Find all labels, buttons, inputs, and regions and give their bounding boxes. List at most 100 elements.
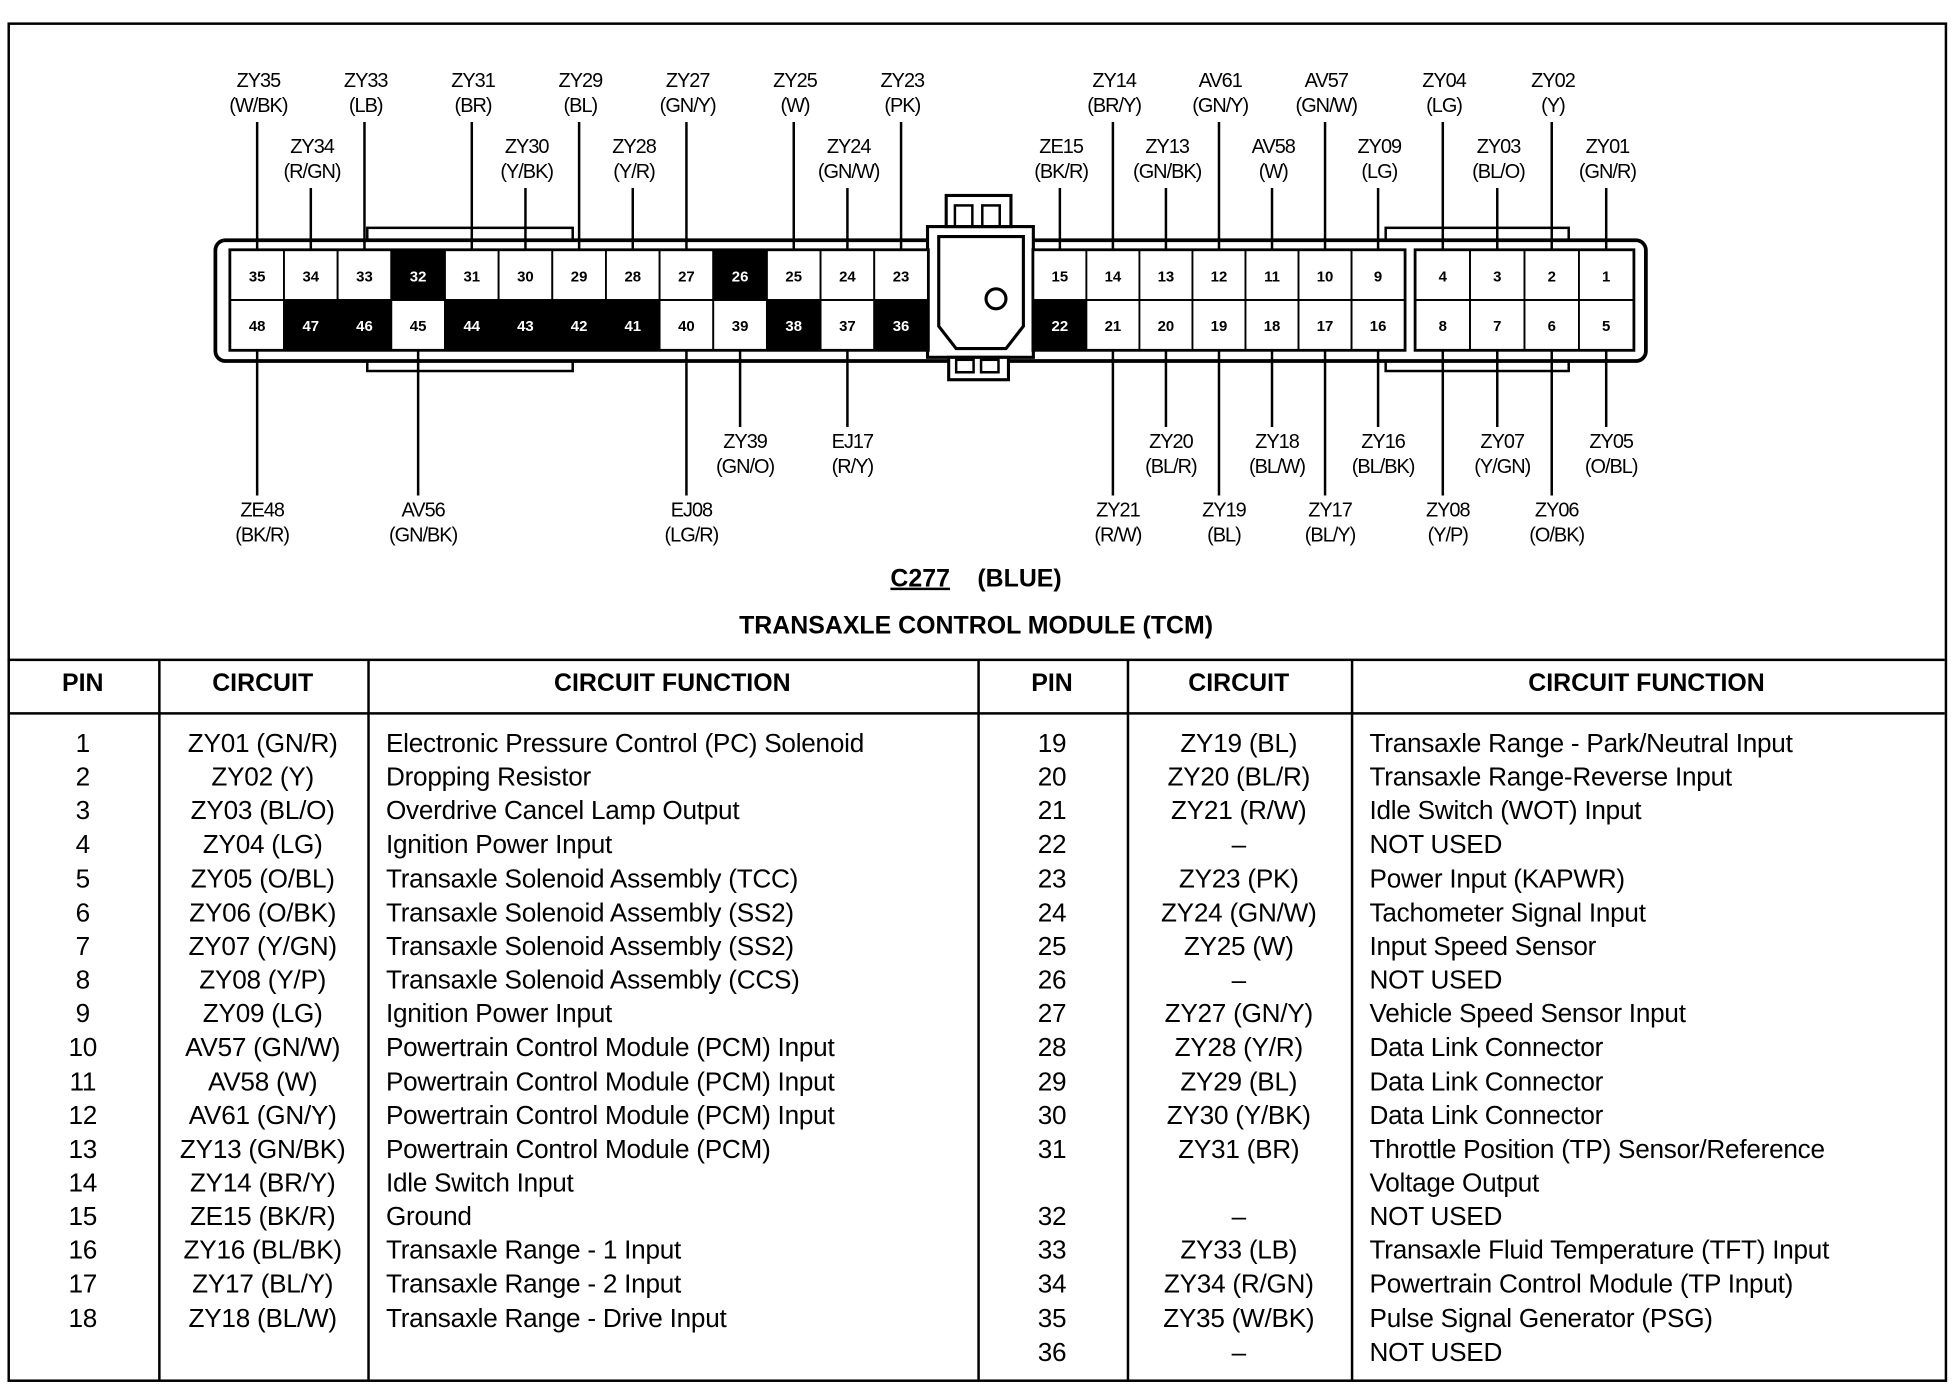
wire-color-label: (R/Y)	[832, 456, 874, 478]
table-cell-function: Transaxle Range-Reverse Input	[1369, 763, 1733, 792]
pin-number: 43	[517, 318, 534, 335]
pin-number: 2	[1548, 268, 1556, 285]
table-cell-pin: 6	[75, 898, 91, 928]
pin-cavity-47	[283, 299, 339, 351]
circuit-label: ZY07	[1480, 431, 1525, 453]
table-cell-pin: 27	[1037, 999, 1067, 1029]
table-cell-pin: 17	[68, 1270, 98, 1300]
table-cell-circuit: AV61 (GN/Y)	[188, 1101, 337, 1131]
table-cell-function: Pulse Signal Generator (PSG)	[1369, 1304, 1713, 1333]
column-divider	[977, 659, 980, 1380]
table-cell-pin: 15	[68, 1202, 98, 1232]
table-cell-pin: 29	[1037, 1067, 1067, 1097]
wire-color-label: (BL/R)	[1145, 456, 1197, 478]
circuit-label: ZY35	[237, 70, 282, 92]
column-header: PIN	[62, 669, 104, 698]
pin-number: 20	[1158, 318, 1175, 335]
table-cell-function: Transaxle Range - Park/Neutral Input	[1369, 729, 1793, 759]
table-cell-pin: 7	[75, 932, 91, 962]
pin-cavity-41	[605, 299, 661, 351]
table-cell-function: Idle Switch (WOT) Input	[1369, 797, 1642, 826]
pin-cavity-26	[712, 249, 768, 301]
table-cell-pin: 25	[1037, 932, 1067, 962]
table-cell-pin: 4	[75, 830, 91, 860]
latch-outline	[937, 234, 1025, 351]
circuit-label: ZY14	[1092, 70, 1137, 92]
wire-color-label: (R/W)	[1094, 525, 1141, 547]
table-cell-pin: 11	[69, 1067, 97, 1097]
pin-cavity-46	[336, 299, 393, 351]
wire-color-label: (O/BK)	[1529, 525, 1584, 547]
table-cell-function: Transaxle Solenoid Assembly (CCS)	[385, 966, 800, 995]
pin-cavity-3	[1469, 249, 1526, 301]
pin-number: 47	[303, 318, 320, 335]
table-header-divider	[7, 712, 1945, 715]
table-cell-circuit: ZY35 (W/BK)	[1163, 1304, 1315, 1333]
table-cell-function: Powertrain Control Module (PCM) Input	[385, 1067, 835, 1097]
pin-cavity-1	[1578, 249, 1635, 301]
wire-color-label: (LB)	[349, 95, 383, 117]
circuit-label: AV61	[1199, 70, 1243, 92]
table-cell-function: Dropping Resistor	[385, 763, 591, 792]
table-cell-circuit: AV57 (GN/W)	[185, 1033, 341, 1063]
circuit-label: ZY01	[1586, 136, 1631, 158]
connector-title: TRANSAXLE CONTROL MODULE (TCM)	[739, 612, 1214, 640]
table-cell-circuit: ZY04 (LG)	[202, 830, 323, 860]
table-cell-circuit: ZY34 (R/GN)	[1163, 1270, 1314, 1300]
table-cell-circuit: ZY18 (BL/W)	[188, 1304, 338, 1333]
column-header: PIN	[1031, 669, 1073, 698]
pin-cavity-20	[1138, 299, 1194, 351]
pin-cavity-36	[873, 299, 929, 351]
table-cell-function: Transaxle Solenoid Assembly (SS2)	[385, 932, 794, 962]
pin-cavity-16	[1350, 299, 1406, 351]
wire-color-label: (GN/Y)	[660, 95, 716, 117]
column-header: CIRCUIT	[1188, 669, 1290, 698]
table-cell-pin: 16	[68, 1236, 98, 1266]
circuit-label: ZY16	[1361, 431, 1406, 453]
circuit-label: ZY24	[827, 136, 872, 158]
pin-number: 21	[1105, 318, 1122, 335]
table-cell-circuit: ZY33 (LB)	[1180, 1236, 1298, 1266]
table-cell-pin: 3	[75, 797, 91, 826]
circuit-label: ZY25	[773, 70, 818, 92]
wire-color-label: (GN/R)	[1579, 161, 1636, 183]
table-cell-function: Data Link Connector	[1369, 1033, 1604, 1063]
pin-number: 45	[410, 318, 427, 335]
table-cell-pin: 19	[1037, 729, 1067, 759]
pin-number: 5	[1602, 318, 1610, 335]
pin-cavity-8	[1414, 299, 1471, 351]
pin-number: 44	[463, 318, 480, 335]
table-cell-function: NOT USED	[1369, 830, 1503, 860]
table-cell-pin: 8	[75, 966, 91, 995]
table-cell-function: Electronic Pressure Control (PC) Solenoi…	[385, 729, 864, 759]
table-cell-function: Idle Switch Input	[385, 1168, 574, 1198]
table-cell-function: Throttle Position (TP) Sensor/Reference	[1369, 1135, 1826, 1164]
table-cell-pin: 2	[75, 763, 91, 792]
pin-cavity-6	[1523, 299, 1580, 351]
pin-number: 40	[678, 318, 695, 335]
wire-color-label: (Y/R)	[613, 161, 655, 183]
pin-number: 15	[1052, 268, 1069, 285]
table-cell-function: Voltage Output	[1369, 1168, 1540, 1198]
table-cell-function: Powertrain Control Module (PCM) Input	[385, 1101, 835, 1131]
circuit-label: ZY03	[1477, 136, 1522, 158]
table-cell-circuit: AV58 (W)	[207, 1067, 318, 1097]
column-header: CIRCUIT FUNCTION	[1528, 669, 1765, 698]
pin-number: 4	[1439, 268, 1448, 285]
wire-color-label: (GN/BK)	[389, 525, 458, 547]
pin-number: 23	[893, 268, 910, 285]
circuit-label: ZE15	[1039, 136, 1084, 158]
pin-number: 25	[785, 268, 802, 285]
table-cell-circuit: ZY25 (W)	[1183, 932, 1294, 962]
pin-number: 33	[356, 268, 373, 285]
table-cell-function: NOT USED	[1369, 966, 1503, 995]
latch-bottom-tab	[947, 355, 1011, 382]
table-cell-circuit: ZY01 (GN/R)	[187, 729, 338, 759]
pin-number: 14	[1105, 268, 1122, 285]
wire-color-label: (Y/GN)	[1474, 456, 1530, 478]
wire-color-label: (GN/W)	[1296, 95, 1358, 117]
table-cell-function: Transaxle Solenoid Assembly (TCC)	[385, 864, 799, 894]
circuit-label: ZY05	[1589, 431, 1634, 453]
table-cell-function: Transaxle Fluid Temperature (TFT) Input	[1369, 1236, 1830, 1266]
